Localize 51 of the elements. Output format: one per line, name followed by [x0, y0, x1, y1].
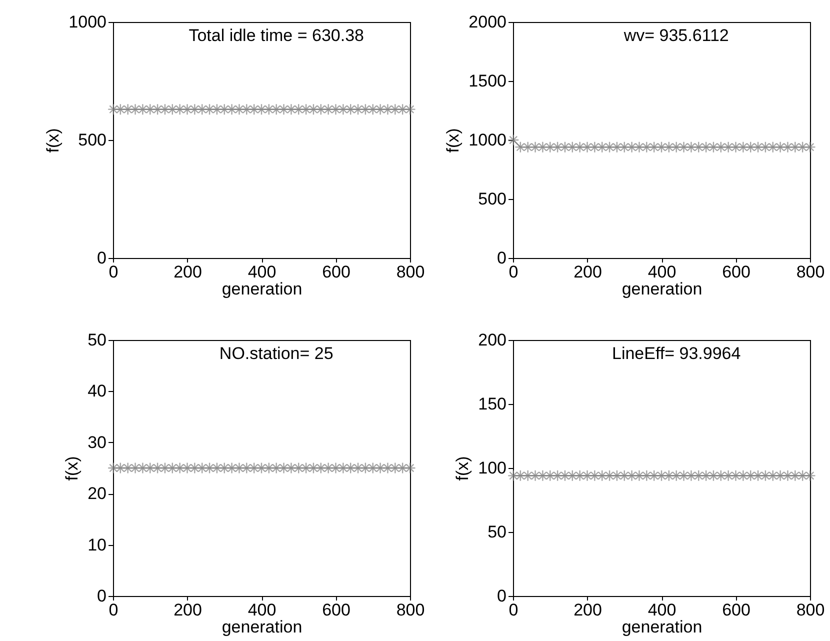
- y-tick-label: 20: [88, 484, 106, 504]
- x-tick-label: 800: [796, 262, 825, 282]
- y-tick-label: 2000: [468, 12, 506, 32]
- x-tick-label: 600: [322, 262, 350, 282]
- y-tick-label: 30: [88, 432, 106, 452]
- y-axis-title: f(x): [62, 456, 82, 481]
- x-axis-title: generation: [622, 618, 702, 636]
- x-tick-label: 400: [248, 600, 276, 620]
- x-tick-label: 0: [108, 600, 118, 620]
- x-axis-title: generation: [622, 280, 702, 298]
- y-axis-title: f(x): [44, 128, 63, 153]
- y-tick-label: 150: [478, 394, 506, 414]
- y-tick-label: 0: [497, 248, 506, 268]
- x-tick-label: 0: [108, 262, 118, 282]
- x-tick-label: 600: [722, 262, 750, 282]
- x-axis-title: generation: [222, 618, 302, 636]
- x-axis-title: generation: [222, 280, 302, 298]
- y-tick-label: 100: [478, 458, 506, 478]
- x-tick-label: 400: [648, 262, 676, 282]
- x-tick-label: 200: [174, 600, 202, 620]
- y-tick-label: 1000: [468, 130, 506, 150]
- y-tick-label: 500: [478, 190, 506, 208]
- annotation: Total idle time = 630.38: [188, 26, 364, 45]
- x-tick-label: 0: [508, 262, 518, 282]
- x-tick-label: 200: [574, 600, 602, 620]
- x-tick-label: 600: [322, 600, 350, 620]
- y-tick-label: 50: [488, 522, 506, 542]
- y-tick-label: 500: [78, 130, 106, 150]
- x-tick-label: 800: [396, 262, 425, 282]
- y-tick-label: 1000: [68, 12, 106, 32]
- y-tick-label: 0: [97, 586, 106, 606]
- annotation: NO.station= 25: [219, 344, 334, 363]
- x-tick-label: 800: [796, 600, 825, 620]
- x-tick-label: 400: [648, 600, 676, 620]
- y-tick-label: 40: [88, 382, 106, 401]
- x-tick-label: 200: [174, 262, 202, 282]
- annotation: LineEff= 93.9964: [612, 344, 741, 363]
- y-axis-title: f(x): [453, 456, 472, 481]
- x-tick-label: 200: [574, 262, 602, 282]
- y-tick-label: 0: [97, 248, 106, 268]
- x-tick-label: 400: [248, 262, 276, 282]
- x-tick-label: 0: [508, 600, 518, 620]
- y-tick-label: 200: [478, 330, 506, 350]
- y-tick-label: 0: [497, 586, 506, 606]
- y-tick-label: 10: [88, 535, 106, 554]
- annotation: wv= 935.6112: [622, 26, 729, 45]
- y-tick-label: 1500: [468, 72, 506, 90]
- y-axis-title: f(x): [444, 128, 463, 153]
- x-tick-label: 800: [396, 600, 425, 620]
- x-tick-label: 600: [722, 600, 750, 620]
- y-tick-label: 50: [88, 330, 106, 350]
